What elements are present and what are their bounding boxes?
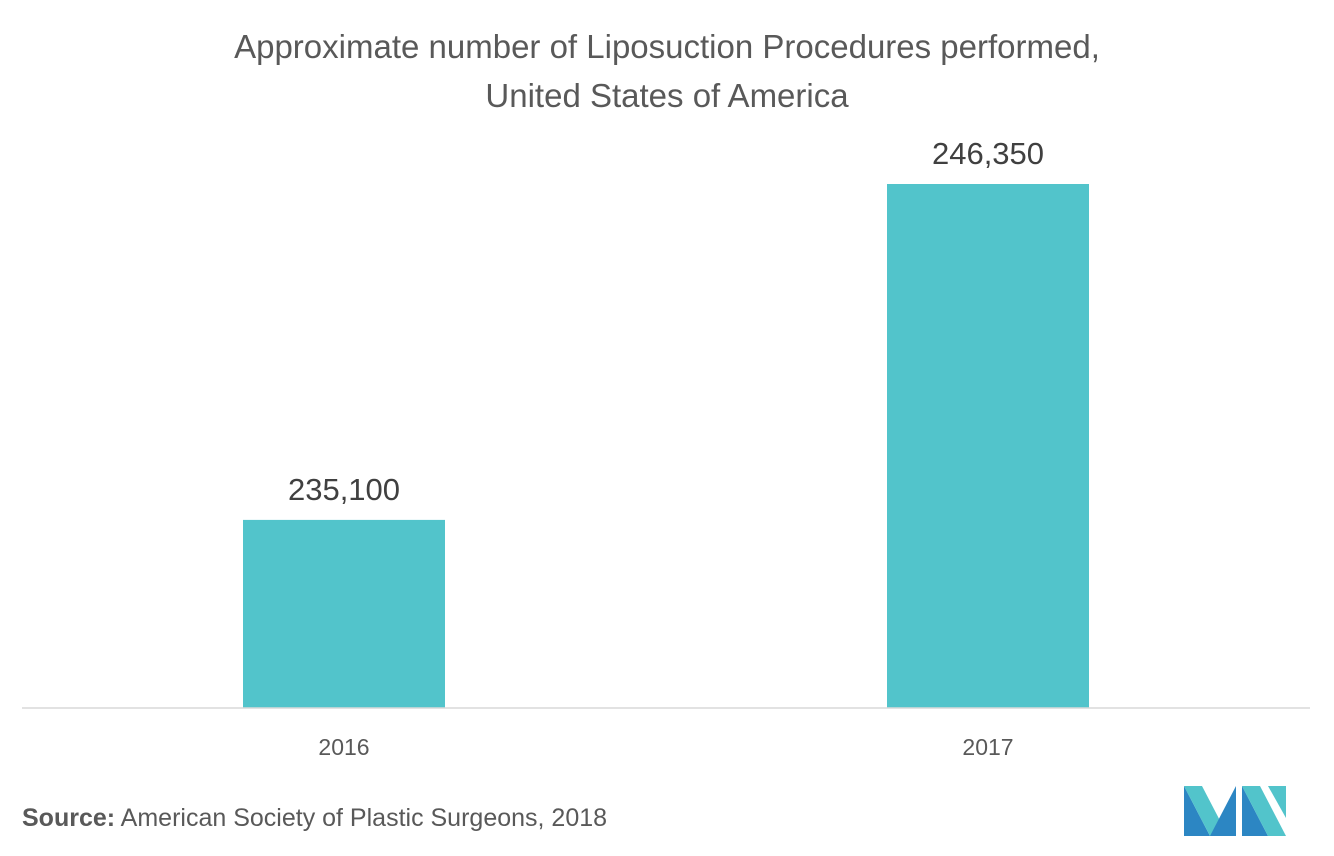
source-note: Source: American Society of Plastic Surg…	[22, 804, 607, 833]
bars-group	[243, 184, 1089, 708]
chart-title: Approximate number of Liposuction Proced…	[0, 22, 1334, 120]
chart-title-line-1: Approximate number of Liposuction Proced…	[234, 28, 1100, 65]
x-tick-label-2017: 2017	[962, 734, 1013, 760]
labels-group: 235,100 2016 246,350 2017	[288, 136, 1044, 760]
bar-2016	[243, 519, 445, 708]
data-label-2016: 235,100	[288, 472, 400, 507]
source-label: Source:	[22, 804, 116, 832]
chart-title-line-2: United States of America	[485, 77, 849, 114]
bar-2017	[887, 184, 1089, 708]
mordor-logo-icon	[1184, 786, 1286, 836]
source-text: American Society of Plastic Surgeons, 20…	[120, 804, 608, 832]
data-label-2017: 246,350	[932, 136, 1044, 171]
x-tick-label-2016: 2016	[318, 734, 369, 760]
